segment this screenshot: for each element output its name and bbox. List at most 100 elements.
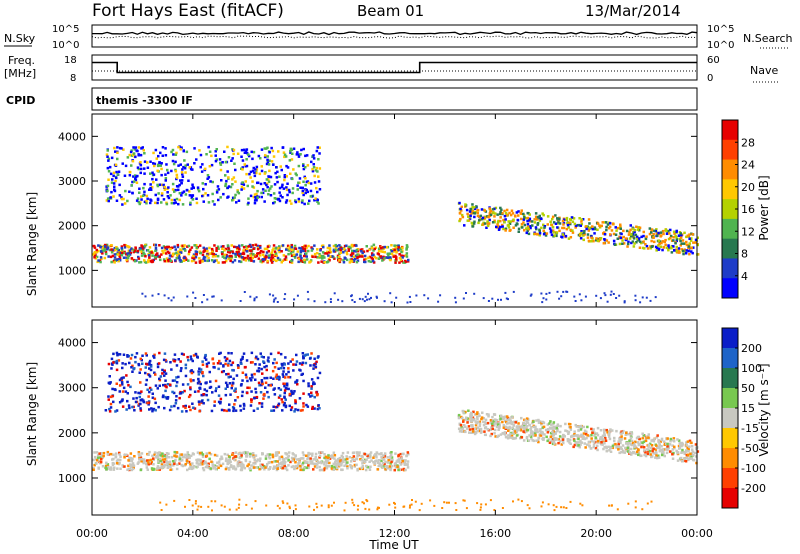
heatmap-cell — [93, 451, 96, 454]
heatmap-cell — [177, 358, 180, 361]
heatmap-cell — [657, 439, 660, 442]
heatmap-cell — [636, 239, 639, 242]
heatmap-cell — [296, 383, 299, 386]
heatmap-cell — [512, 226, 515, 229]
heatmap-cell — [139, 260, 143, 264]
heatmap-cell — [277, 351, 280, 355]
heatmap-cell — [458, 211, 462, 215]
heatmap-cell — [195, 201, 199, 205]
heatmap-cell — [649, 299, 652, 302]
heatmap-cell — [142, 247, 145, 250]
heatmap-cell — [187, 395, 191, 399]
heatmap-cell — [198, 250, 202, 253]
heatmap-cell — [241, 244, 244, 247]
heatmap-cell — [240, 394, 244, 398]
heatmap-cell — [611, 446, 615, 450]
heatmap-cell — [468, 216, 471, 219]
heatmap-cell — [291, 152, 294, 155]
heatmap-cell — [472, 222, 476, 225]
heatmap-cell — [502, 424, 506, 427]
heatmap-cell — [401, 246, 404, 249]
heatmap-cell — [316, 190, 319, 194]
heatmap-cell — [147, 254, 151, 257]
heatmap-cell — [130, 149, 133, 152]
heatmap-cell — [576, 441, 579, 445]
heatmap-cell — [118, 461, 121, 465]
heatmap-cell — [344, 458, 347, 461]
heatmap-cell — [280, 465, 284, 468]
heatmap-cell — [255, 466, 258, 469]
heatmap-cell — [374, 453, 377, 456]
heatmap-cell — [427, 297, 430, 300]
heatmap-cell — [345, 251, 348, 254]
heatmap-cell — [565, 507, 568, 509]
heatmap-cell — [324, 455, 328, 459]
heatmap-cell — [405, 248, 408, 251]
heatmap-cell — [485, 413, 489, 416]
heatmap-cell — [544, 234, 548, 237]
heatmap-cell — [92, 468, 95, 471]
heatmap-cell — [132, 152, 136, 155]
heatmap-cell — [122, 197, 125, 201]
heatmap-cell — [333, 454, 337, 457]
heatmap-cell — [590, 427, 593, 431]
heatmap-cell — [106, 453, 109, 456]
heatmap-cell — [629, 443, 632, 446]
heatmap-cell — [224, 182, 228, 186]
heatmap-cell — [137, 154, 140, 157]
heatmap-cell — [332, 462, 335, 466]
heatmap-cell — [315, 458, 318, 462]
heatmap-cell — [260, 260, 264, 264]
heatmap-cell — [264, 189, 267, 192]
heatmap-cell — [503, 417, 506, 420]
nsearch-tick-bottom: 10^0 — [707, 40, 734, 51]
heatmap-cell — [225, 466, 228, 469]
heatmap-cell — [658, 442, 661, 445]
heatmap-cell — [553, 426, 556, 429]
heatmap-cell — [664, 228, 667, 231]
heatmap-cell — [392, 250, 396, 253]
heatmap-cell — [474, 431, 478, 434]
heatmap-cell — [206, 174, 210, 177]
heatmap-cell — [240, 256, 244, 259]
heatmap-cell — [628, 452, 631, 455]
heatmap-cell — [196, 465, 199, 468]
heatmap-cell — [170, 455, 174, 459]
heatmap-cell — [159, 459, 162, 463]
heatmap-cell — [507, 226, 511, 229]
heatmap-cell — [271, 257, 275, 260]
heatmap-cell — [234, 399, 237, 402]
heatmap-cell — [213, 366, 216, 369]
heatmap-cell — [400, 250, 403, 254]
heatmap-cell — [121, 390, 125, 393]
heatmap-cell — [269, 187, 272, 190]
heatmap-cell — [264, 457, 268, 460]
heatmap-cell — [471, 225, 474, 228]
heatmap-cell — [179, 453, 182, 456]
heatmap-cell — [382, 454, 385, 457]
heatmap-cell — [493, 220, 496, 224]
heatmap-cell — [604, 436, 607, 440]
heatmap-cell — [197, 505, 200, 508]
heatmap-cell — [685, 456, 689, 459]
heatmap-cell — [160, 194, 164, 197]
heatmap-cell — [162, 251, 165, 255]
heatmap-cell — [318, 468, 322, 472]
heatmap-cell — [239, 451, 242, 455]
heatmap-cell — [244, 458, 247, 462]
heatmap-cell — [204, 461, 208, 464]
heatmap-cell — [282, 458, 286, 461]
heatmap-cell — [327, 458, 330, 461]
heatmap-cell — [517, 214, 520, 217]
heatmap-cell — [242, 183, 246, 186]
heatmap-cell — [165, 247, 169, 251]
heatmap-cell — [657, 445, 661, 448]
heatmap-cell — [187, 244, 191, 248]
heatmap-cell — [141, 248, 145, 252]
heatmap-cell — [227, 156, 231, 159]
heatmap-cell — [236, 190, 239, 194]
heatmap-cell — [496, 423, 500, 426]
heatmap-cell — [241, 357, 244, 360]
heatmap-cell — [238, 503, 241, 506]
heatmap-cell — [480, 503, 483, 506]
